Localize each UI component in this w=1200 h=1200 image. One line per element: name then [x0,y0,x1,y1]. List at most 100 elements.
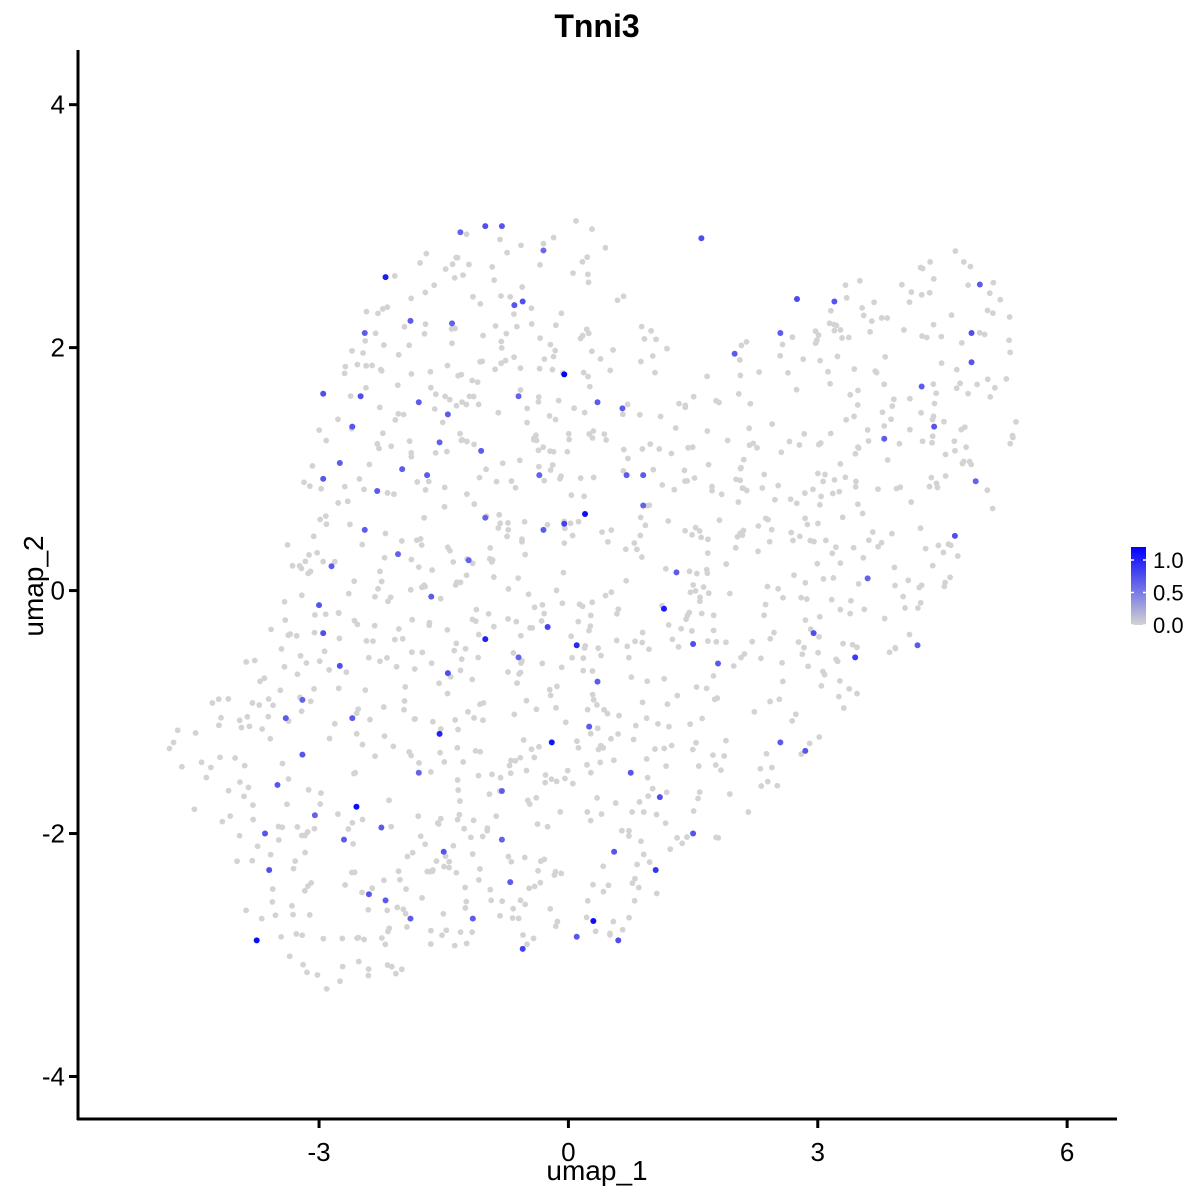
cell-point [166,745,173,752]
cell-point [584,897,591,904]
cell-point [492,366,498,373]
cell-point [511,354,517,361]
cell-point [557,808,564,815]
cell-point [505,853,512,860]
cell-point [881,381,888,388]
cell-point [587,612,594,619]
cell-point [419,649,426,656]
cell-point [513,323,520,330]
expressing-cell-point [690,830,697,837]
cell-point [495,409,502,416]
cell-point [589,435,596,441]
cell-point [573,217,579,224]
cell-point [467,834,474,841]
cell-point [361,936,367,943]
cell-point [827,307,834,314]
cell-point [457,430,463,437]
cell-point [462,645,469,652]
cell-point [776,696,783,703]
cell-point [740,527,747,534]
cell-point [422,321,429,328]
x-tick-label: 6 [1060,1137,1074,1167]
cell-point [294,824,301,830]
cell-point [459,399,465,406]
cell-point [322,513,329,520]
cell-point [580,655,587,662]
cell-point [666,723,672,730]
cell-point [302,849,309,856]
cell-point [926,483,933,490]
cell-point [693,684,700,691]
cell-point [827,430,834,437]
cell-point [875,486,881,493]
cell-point [704,550,711,557]
cell-point [535,867,541,874]
cell-point [302,558,309,565]
expressing-cell-point [968,330,975,337]
cell-point [512,757,519,764]
cell-point [843,294,850,301]
expressing-cell-point [627,769,634,776]
cell-point [525,591,532,598]
expressing-cell-point [831,298,838,305]
expressing-cell-point [444,670,451,677]
cell-point [306,483,313,490]
cell-point [506,762,513,769]
cell-point [646,859,653,866]
cell-point [384,490,391,496]
cell-point [865,438,872,444]
expressing-cell-point [793,296,800,303]
cell-point [462,905,469,911]
cell-point [619,926,626,933]
cell-point [867,328,873,335]
cell-point [906,426,913,433]
cell-point [505,615,511,622]
cell-point [387,594,394,601]
cell-point [490,574,497,580]
cell-point [761,612,767,619]
cell-point [493,813,500,819]
cell-point [281,663,288,670]
cell-point [463,491,470,497]
cell-point [661,745,668,752]
cell-point [587,730,594,737]
cell-point [664,701,671,708]
cell-point [589,668,596,674]
cell-point [323,437,330,444]
cell-point [510,905,517,912]
cell-point [272,912,279,919]
cell-point [837,326,844,333]
cell-point [317,516,324,523]
cell-point [300,961,307,968]
cell-point [951,438,958,445]
cell-point [450,842,457,849]
cell-point [451,274,458,281]
cell-point [540,240,547,247]
cell-point [848,597,854,604]
cell-point [542,779,549,786]
cell-point [284,541,291,548]
cell-point [1007,349,1014,356]
expressing-cell-point [449,320,456,327]
cell-point [940,549,947,556]
cell-point [640,851,647,858]
cell-point [460,759,467,765]
cell-point [417,833,424,840]
cell-point [721,753,728,759]
cell-point [594,725,601,732]
cell-point [736,357,743,363]
cell-point [1006,337,1012,344]
cell-point [475,654,482,661]
cell-point [496,511,503,518]
cell-point [461,825,468,832]
cell-point [669,636,676,643]
cell-point [732,544,739,551]
cell-point [656,446,663,452]
cell-point [473,606,480,613]
cell-point [625,833,632,839]
cell-point [320,558,327,565]
cell-point [595,645,602,652]
cell-point [589,599,596,606]
cell-point [298,832,305,839]
cell-point [243,659,250,665]
